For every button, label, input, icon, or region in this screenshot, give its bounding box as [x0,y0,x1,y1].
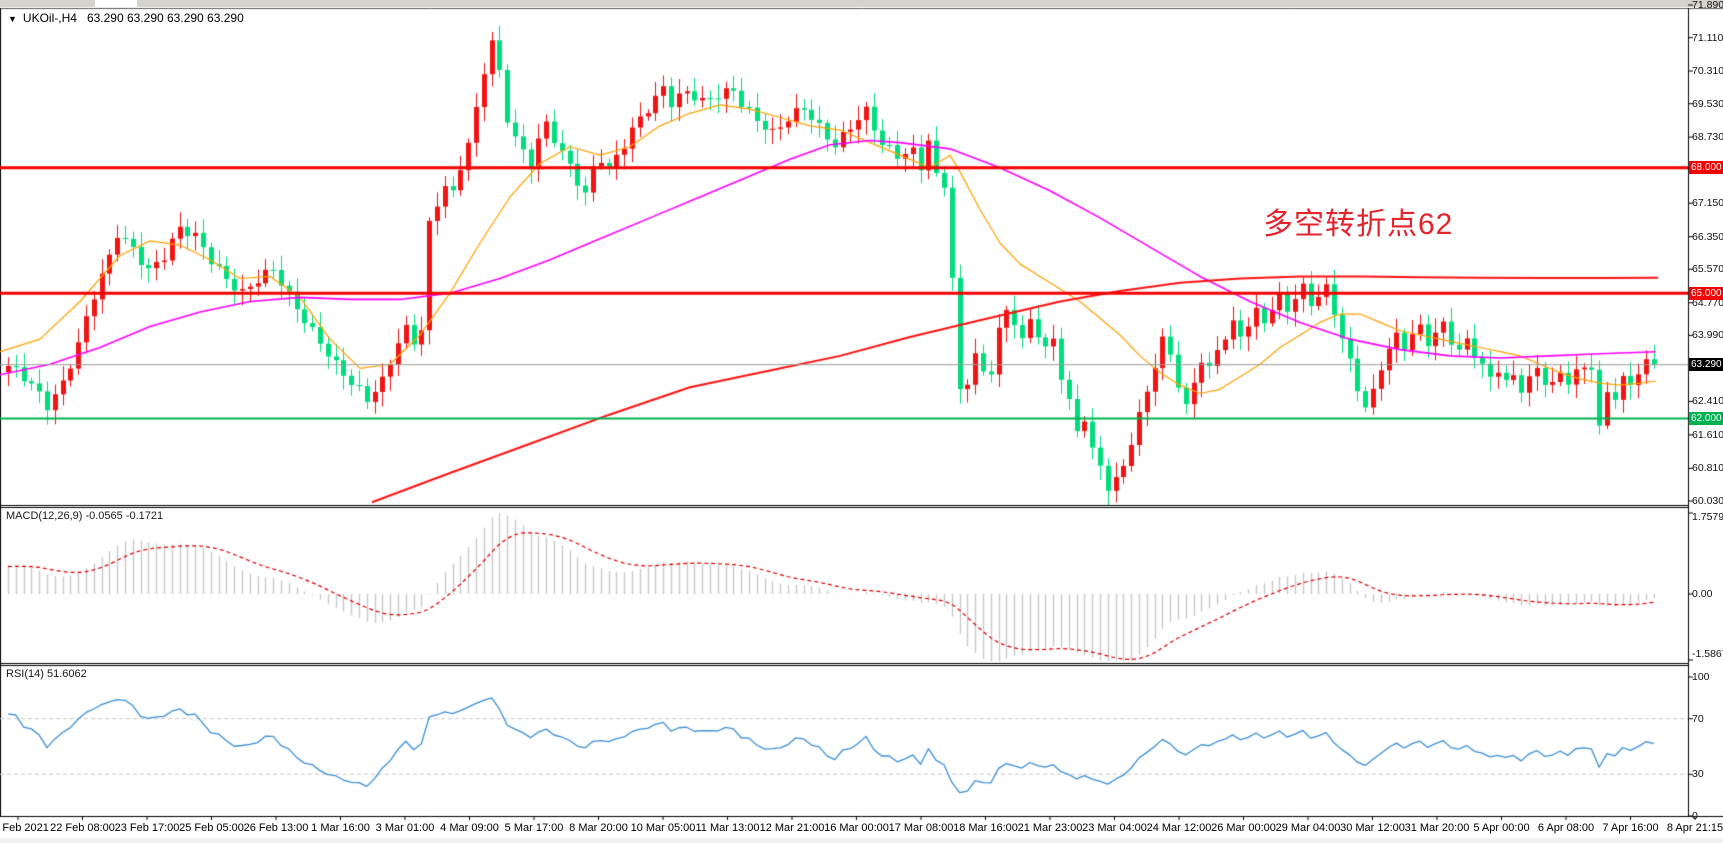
date-label: 5 Mar 17:00 [504,822,564,834]
date-label: 8 Apr 21:15 [1666,822,1723,834]
price-tick-label: 61.610 [1692,428,1723,441]
price-line-label: 65.000 [1689,286,1723,300]
date-label: 18 Mar 16:00 [953,822,1018,834]
macd-axis-label: 0.00 [1692,588,1713,600]
date-label: 30 Mar 12:00 [1340,822,1405,834]
price-line-label: 68.000 [1689,161,1723,175]
price-tick-label: 69.530 [1692,97,1723,110]
date-label: 21 Mar 23:00 [1017,822,1083,834]
price-tick-label: 71.890 [1692,0,1723,11]
price-line-label: 63.290 [1689,358,1723,372]
ohlc-quotes-label: 63.290 63.290 63.290 63.290 [86,11,244,25]
date-label: 5 Apr 00:00 [1473,822,1530,834]
date-label: 12 Mar 21:00 [759,822,825,834]
price-tick-label: 60.810 [1692,462,1723,475]
date-label: 8 Mar 20:00 [569,822,628,834]
date-label: 6 Apr 08:00 [1537,822,1595,834]
chart-menu-icon[interactable]: ▼ [8,14,17,24]
date-label: 10 Mar 05:00 [630,822,696,834]
rsi-indicator-label: RSI(14) 51.6062 [6,668,87,680]
date-label: 4 Mar 09:00 [440,822,499,834]
macd-axis-label: 1.7579 [1692,511,1723,523]
macd-indicator-label: MACD(12,26,9) -0.0565 -0.1721 [6,510,164,522]
chart-title-bar: ▼ UKOil-,H4 63.290 63.290 63.290 63.290 [8,11,244,25]
price-tick-label: 66.350 [1692,230,1723,243]
price-tick-label: 60.030 [1692,495,1723,507]
price-line-label: 62.000 [1689,412,1723,426]
date-label: 31 Mar 20:00 [1404,822,1470,834]
date-label: 29 Mar 04:00 [1275,822,1341,834]
date-label: 24 Mar 12:00 [1146,822,1212,834]
price-tick-label: 63.990 [1692,329,1723,342]
rsi-axis-label: 100 [1692,671,1710,683]
price-tick-label: 70.310 [1692,65,1723,78]
rsi-axis-label: 30 [1692,768,1704,781]
date-label: 7 Apr 16:00 [1602,822,1659,834]
rsi-axis-label: 70 [1692,712,1704,725]
price-tick-label: 68.730 [1692,131,1723,144]
date-label: 17 Mar 08:00 [888,822,954,834]
price-tick-label: 64.770 [1692,296,1723,309]
date-label: 23 Feb 17:00 [114,822,180,834]
date-label: 16 Mar 00:00 [824,822,889,834]
price-tick-label: 65.570 [1692,263,1723,276]
rsi-axis-label: 0 [1692,810,1698,822]
price-tick-label: 62.410 [1692,395,1723,408]
date-label: 26 Feb 13:00 [243,822,309,834]
date-label: 22 Feb 08:00 [50,822,115,834]
trend-annotation: 多空转折点62 [1263,208,1454,241]
date-label: 23 Mar 04:00 [1082,822,1147,834]
price-tick-label: 67.150 [1692,197,1723,210]
symbol-period-label: UKOil-,H4 [22,11,77,25]
macd-axis-label: -1.5867 [1692,648,1723,660]
price-tick-label: 71.110 [1692,31,1723,44]
date-label: 26 Mar 00:00 [1211,822,1276,834]
date-label: 25 Feb 05:00 [179,822,244,834]
date-label: 11 Mar 13:00 [695,822,760,834]
date-label: 19 Feb 2021 [0,822,49,834]
date-label: 3 Mar 01:00 [375,822,435,834]
date-label: 1 Mar 16:00 [311,822,370,834]
